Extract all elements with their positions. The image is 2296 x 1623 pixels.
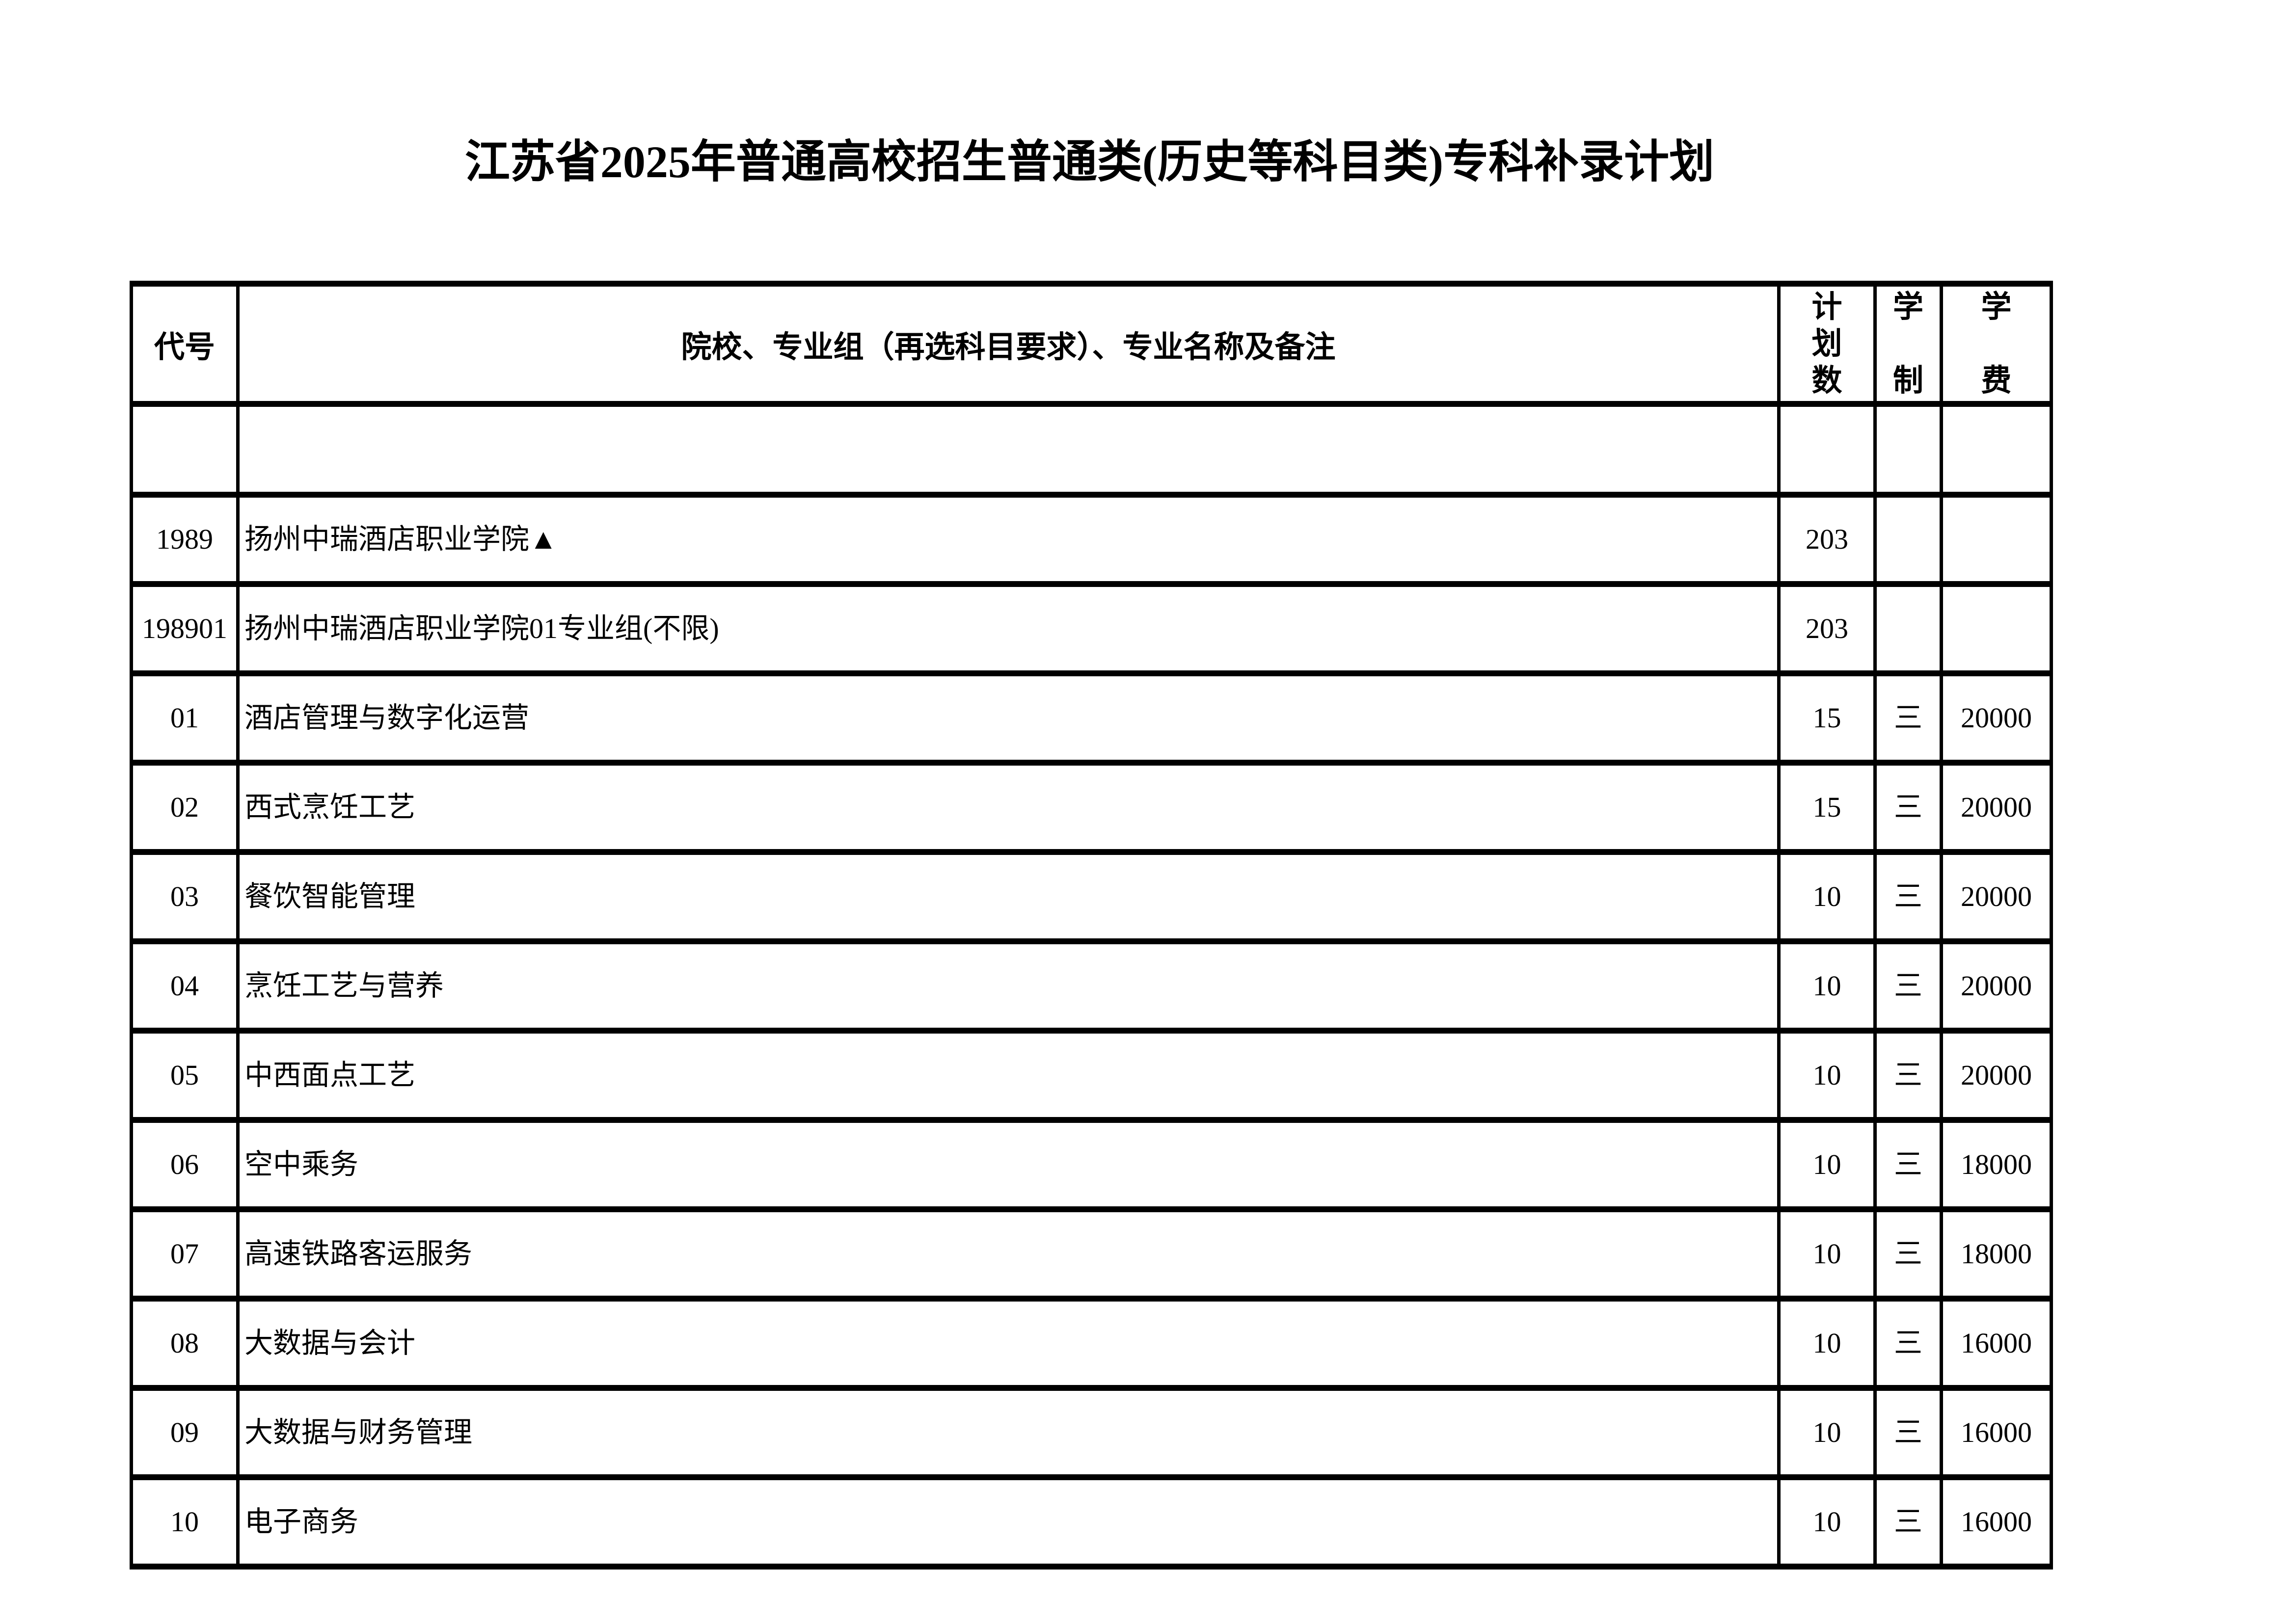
cell-code: 01 (130, 670, 240, 766)
cell-fee: 18000 (1940, 1117, 2053, 1212)
header-plan-char: 划 (1811, 327, 1842, 361)
header-plan-vertical-stack: 计 划 数 (1783, 290, 1872, 398)
cell-duration: 三 (1873, 849, 1943, 944)
cell-name: 大数据与会计 (236, 1296, 1781, 1391)
cell-duration (1873, 492, 1943, 587)
header-plan-char: 数 (1811, 364, 1842, 398)
table-row-major: 08 大数据与会计 10 三 16000 (130, 1296, 2053, 1391)
cell-plan: 10 (1777, 1206, 1877, 1302)
cell-plan: 203 (1777, 492, 1877, 587)
cell-name: 电子商务 (236, 1474, 1781, 1570)
table-row-major: 10 电子商务 10 三 16000 (130, 1474, 2053, 1570)
cell-fee: 16000 (1940, 1296, 2053, 1391)
header-fee-vertical-stack: 学 费 (1945, 290, 2048, 398)
cell-name: 高速铁路客运服务 (236, 1206, 1781, 1302)
table-row-major: 01 酒店管理与数字化运营 15 三 20000 (130, 670, 2053, 766)
cell-plan: 10 (1777, 1028, 1877, 1123)
cell-plan: 10 (1777, 1296, 1877, 1391)
cell-fee (1940, 581, 2053, 676)
cell-plan: 10 (1777, 938, 1877, 1034)
cell-plan: 10 (1777, 1474, 1877, 1570)
cell-duration: 三 (1873, 670, 1943, 766)
cell-plan (1777, 401, 1877, 498)
cell-fee: 20000 (1940, 938, 2053, 1034)
cell-name: 空中乘务 (236, 1117, 1781, 1212)
header-plan-char: 计 (1811, 290, 1842, 324)
header-duration: 学 制 (1873, 281, 1943, 407)
table-row-college: 1989 扬州中瑞酒店职业学院▲ 203 (130, 492, 2053, 587)
table-row-major: 05 中西面点工艺 10 三 20000 (130, 1028, 2053, 1123)
cell-name: 扬州中瑞酒店职业学院01专业组(不限) (236, 581, 1781, 676)
cell-fee: 16000 (1940, 1385, 2053, 1480)
header-fee-char: 学 (1981, 290, 2012, 324)
cell-plan: 203 (1777, 581, 1877, 676)
header-duration-char: 学 (1892, 290, 1923, 324)
table-body: 1989 扬州中瑞酒店职业学院▲ 203 198901 扬州中瑞酒店职业学院01… (130, 401, 2053, 1570)
cell-duration: 三 (1873, 1296, 1943, 1391)
cell-duration: 三 (1873, 1385, 1943, 1480)
cell-name (236, 401, 1781, 498)
cell-duration: 三 (1873, 1028, 1943, 1123)
cell-plan: 10 (1777, 1117, 1877, 1212)
table-row-major: 07 高速铁路客运服务 10 三 18000 (130, 1206, 2053, 1302)
cell-duration: 三 (1873, 938, 1943, 1034)
table-row-group: 198901 扬州中瑞酒店职业学院01专业组(不限) 203 (130, 581, 2053, 676)
cell-fee: 16000 (1940, 1474, 2053, 1570)
cell-duration: 三 (1873, 760, 1943, 855)
cell-name: 西式烹饪工艺 (236, 760, 1781, 855)
header-fee: 学 费 (1940, 281, 2053, 407)
cell-code: 05 (130, 1028, 240, 1123)
cell-code: 02 (130, 760, 240, 855)
table-row-major: 09 大数据与财务管理 10 三 16000 (130, 1385, 2053, 1480)
header-fee-char: 费 (1981, 364, 2012, 398)
cell-name: 酒店管理与数字化运营 (236, 670, 1781, 766)
table-row-major: 03 餐饮智能管理 10 三 20000 (130, 849, 2053, 944)
table-row-empty (130, 401, 2053, 498)
page-title: 江苏省2025年普通高校招生普通类(历史等科目类)专科补录计划 (464, 137, 1715, 187)
cell-code: 1989 (130, 492, 240, 587)
header-duration-vertical-stack: 学 制 (1879, 290, 1938, 398)
cell-fee: 20000 (1940, 760, 2053, 855)
cell-code: 198901 (130, 581, 240, 676)
cell-plan: 15 (1777, 670, 1877, 766)
header-plan: 计 划 数 (1777, 281, 1877, 407)
cell-code: 03 (130, 849, 240, 944)
enrollment-plan-table: 代号 院校、专业组（再选科目要求）、专业名称及备注 计 划 数 学 制 学 费 (130, 281, 2053, 1570)
header-code: 代号 (130, 281, 240, 407)
cell-duration: 三 (1873, 1474, 1943, 1570)
cell-code: 08 (130, 1296, 240, 1391)
header-duration-char: 制 (1892, 364, 1923, 398)
table-row-major: 04 烹饪工艺与营养 10 三 20000 (130, 938, 2053, 1034)
cell-code: 09 (130, 1385, 240, 1480)
cell-name: 中西面点工艺 (236, 1028, 1781, 1123)
header-row: 代号 院校、专业组（再选科目要求）、专业名称及备注 计 划 数 学 制 学 费 (130, 281, 2053, 407)
cell-name: 烹饪工艺与营养 (236, 938, 1781, 1034)
cell-fee: 20000 (1940, 1028, 2053, 1123)
cell-duration: 三 (1873, 1117, 1943, 1212)
cell-fee (1940, 401, 2053, 498)
header-name: 院校、专业组（再选科目要求）、专业名称及备注 (236, 281, 1781, 407)
cell-fee (1940, 492, 2053, 587)
cell-duration (1873, 581, 1943, 676)
cell-plan: 10 (1777, 1385, 1877, 1480)
table-row-major: 02 西式烹饪工艺 15 三 20000 (130, 760, 2053, 855)
cell-duration: 三 (1873, 1206, 1943, 1302)
cell-code: 10 (130, 1474, 240, 1570)
cell-duration (1873, 401, 1943, 498)
cell-plan: 15 (1777, 760, 1877, 855)
cell-fee: 20000 (1940, 670, 2053, 766)
cell-name: 大数据与财务管理 (236, 1385, 1781, 1480)
cell-code (130, 401, 240, 498)
cell-name: 扬州中瑞酒店职业学院▲ (236, 492, 1781, 587)
cell-code: 04 (130, 938, 240, 1034)
table-row-major: 06 空中乘务 10 三 18000 (130, 1117, 2053, 1212)
cell-fee: 18000 (1940, 1206, 2053, 1302)
cell-name: 餐饮智能管理 (236, 849, 1781, 944)
cell-plan: 10 (1777, 849, 1877, 944)
cell-code: 06 (130, 1117, 240, 1212)
table-header: 代号 院校、专业组（再选科目要求）、专业名称及备注 计 划 数 学 制 学 费 (130, 281, 2053, 407)
cell-code: 07 (130, 1206, 240, 1302)
cell-fee: 20000 (1940, 849, 2053, 944)
